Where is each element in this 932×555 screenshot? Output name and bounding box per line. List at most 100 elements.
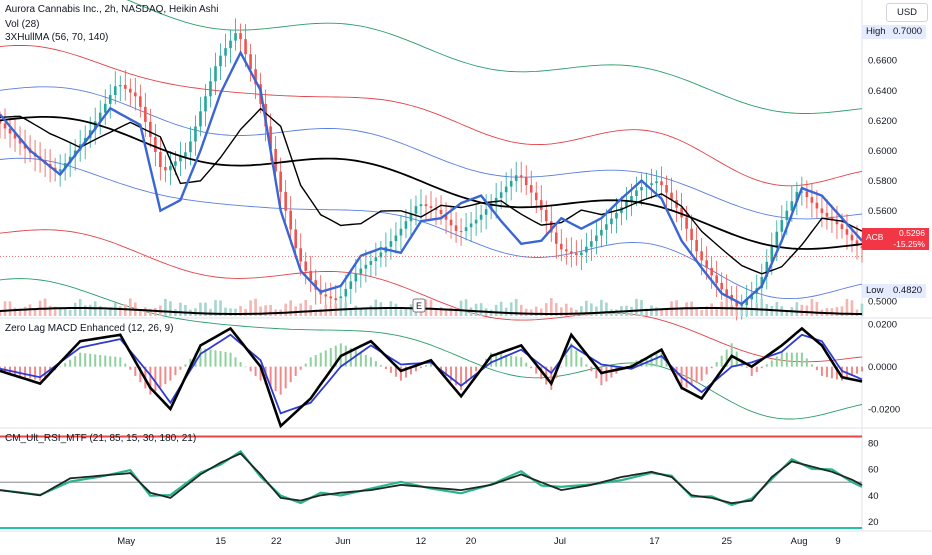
volume-legend[interactable]: Vol (28) [5,19,40,30]
macd-histogram-bar [595,366,598,379]
candle-body [159,151,162,168]
candle-body [409,213,413,222]
price-tick-label: 0.6400 [868,86,897,97]
volume-bar [459,300,463,316]
rsi-legend[interactable]: CM_Ult_RSI_MTF (21, 85, 15, 30, 180, 21) [5,433,197,444]
candle-body [509,180,513,187]
candle-body [324,294,328,297]
macd-histogram-bar [460,366,463,390]
candle-body [850,234,854,241]
candle-body [214,66,217,82]
candle-body [454,225,458,231]
candle-body [219,55,222,67]
volume-bar [18,309,22,316]
candle-body [750,293,754,300]
candle-body [705,260,708,268]
volume-bar [560,307,563,316]
volume-bar [760,298,764,316]
macd-histogram-bar [475,366,478,372]
macd-histogram-bar [640,358,643,367]
price-tick-label: 0.5000 [868,296,897,307]
price-tick-label: 0.6200 [868,116,897,127]
macd-histogram-bar [760,366,763,369]
macd-histogram-bar [249,366,252,372]
volume-bar [810,298,814,316]
currency-button[interactable]: USD [886,3,928,22]
volume-bar [830,308,834,316]
candle-body [670,192,673,201]
candle-body [304,261,308,271]
candle-body [164,167,167,171]
candle-body [254,69,257,85]
candle-body [189,141,192,153]
time-axis-label: 12 [416,536,427,547]
volume-bar [239,306,242,316]
volume-bar [229,308,232,316]
candle-body [640,186,643,191]
volume-bar [835,307,839,316]
macd-histogram-bar [630,361,633,367]
macd-histogram-bar [294,366,297,376]
candle-body [499,192,503,198]
candle-body [544,209,548,222]
volume-bar [434,307,438,316]
candle-body [785,210,789,221]
symbol-title: Aurora Cannabis Inc., 2h, NASDAQ, Heikin… [5,4,219,15]
macd-legend[interactable]: Zero Lag MACD Enhanced (12, 26, 9) [5,323,174,334]
candle-body [635,190,638,196]
volume-bar [144,307,147,316]
macd-histogram-bar [204,348,207,367]
macd-histogram-bar [174,366,177,376]
candle-body [610,218,613,225]
hullma-legend[interactable]: 3XHullMA (56, 70, 140) [5,32,109,43]
macd-histogram-bar [755,366,758,373]
candle-body [770,246,774,262]
volume-bar [635,298,638,316]
macd-histogram-bar [725,349,728,367]
candle-body [585,246,588,253]
macd-histogram-bar [750,366,753,376]
candle-body [615,212,618,219]
candle-body [184,152,187,157]
macd-histogram-bar [99,354,102,367]
macd-histogram-bar [59,366,62,368]
volume-bar [509,302,513,316]
volume-bar [169,301,172,316]
candle-body [725,289,728,295]
macd-histogram-bar [314,354,317,367]
candle-body [665,185,668,193]
macd-histogram-bar [424,365,427,367]
volume-bar [224,307,227,316]
candle-body [113,86,117,96]
macd-histogram-bar [164,366,167,385]
time-axis-label: 20 [466,536,477,547]
candle-body [560,243,563,250]
candle-body [103,103,107,113]
macd-histogram-bar [800,352,803,367]
candle-body [539,200,543,210]
macd-histogram-bar [19,366,22,376]
candle-body [108,95,112,104]
volume-bar [845,298,849,316]
candle-body [549,221,553,233]
candle-body [565,249,568,252]
candle-body [229,40,232,49]
candle-body [715,275,718,283]
volume-bar [48,305,52,316]
rsi-line [0,452,863,505]
macd-histogram-bar [219,351,222,367]
volume-bar [454,308,458,316]
macd-histogram-bar [515,356,518,367]
volume-bar [464,299,468,316]
volume-bar [710,303,713,316]
macd-histogram-bar [585,364,588,367]
volume-bar [494,304,498,316]
volume-bar [339,298,343,316]
volume-bar [715,308,718,316]
candle-body [720,282,723,290]
macd-histogram-bar [560,366,563,368]
volume-bar [199,302,202,316]
rsi-tick-label: 40 [868,491,879,502]
